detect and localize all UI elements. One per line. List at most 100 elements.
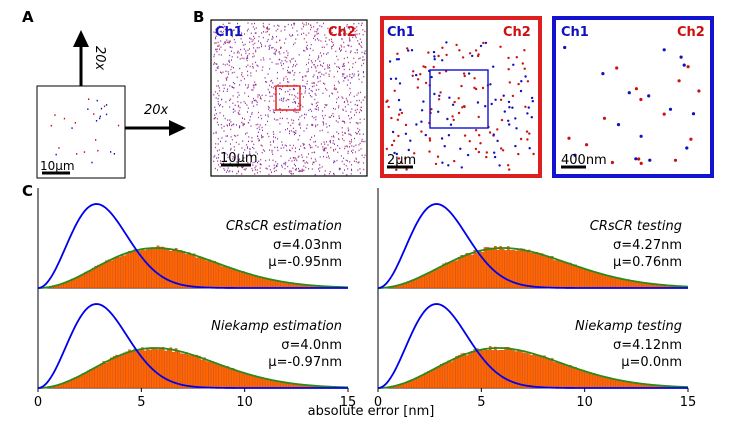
emitter-dot [220,46,222,48]
emitter-dot [393,151,396,155]
emitter-dot [519,137,523,141]
emitter-dot [322,115,324,117]
emitter-dot [322,121,324,123]
emitter-dot [360,106,362,108]
emitter-dot [292,65,294,68]
emitter-dot [351,117,352,119]
histogram-bar [125,351,129,389]
emitter-dot [303,49,305,52]
emitter-dot [217,92,219,95]
emitter-dot [244,123,245,125]
emitter-dot [232,158,234,160]
emitter-dot [289,59,291,62]
histogram-bar [566,366,570,389]
emitter-dot [264,77,266,79]
emitter-dot [249,148,251,151]
emitter-dot [299,71,301,74]
histogram-bar [455,356,458,389]
emitter-dot [221,72,223,74]
emitter-dot [361,46,363,48]
emitter-dot [521,62,524,65]
emitter-dot [338,34,340,36]
emitter-dot [311,151,313,154]
emitter-dot [362,99,364,101]
emitter-dot [286,78,288,80]
emitter-dot [239,106,241,109]
emitter-dot [292,144,294,147]
histogram-bar [141,248,144,289]
emitter-dot [265,114,267,116]
emitter-dot [301,93,303,95]
emitter-dot [218,87,220,89]
emitter-dot [303,169,305,171]
emitter-dot [446,117,449,121]
emitter-dot [305,87,307,90]
emitter-dot [347,152,349,155]
emitter-dot [346,99,348,101]
emitter-dot [295,101,296,103]
emitter-dot [244,92,246,94]
emitter-dot [256,101,258,104]
emitter-dot [353,23,355,25]
histogram-bar [587,270,590,289]
emitter-dot [532,152,535,156]
emitter-dot [301,168,303,170]
histogram-bar [530,355,533,389]
emitter-dot [359,38,361,40]
emitter-dot [686,65,690,69]
histogram-bar [257,276,261,289]
emitter-dot [327,67,329,69]
emitter-dot [247,86,249,88]
emitter-dot [248,53,250,55]
histogram-bar [161,346,165,389]
emitter-dot [317,124,319,126]
emitter-dot [415,123,418,126]
emitter-dot [508,81,511,84]
histogram-bar [278,381,281,389]
emitter-dot [238,104,240,107]
view-1-emitters [213,22,366,176]
emitter-dot [93,113,95,115]
emitter-dot [229,99,231,102]
emitter-dot [311,82,313,84]
emitter-dot [359,118,361,120]
emitter-dot [279,99,281,101]
emitter-dot [507,68,510,71]
emitter-dot [317,81,319,83]
emitter-dot [232,86,233,88]
emitter-dot [316,38,318,40]
emitter-dot [325,123,327,125]
histogram-bar [470,254,474,289]
emitter-dot [258,126,260,128]
emitter-dot [294,131,295,133]
emitter-dot [342,63,344,65]
emitter-dot [284,29,286,31]
emitter-dot [284,162,286,164]
emitter-dot [284,91,286,93]
emitter-dot [58,147,60,149]
histogram-bar [260,276,263,289]
emitter-dot [397,98,401,102]
emitter-dot [317,109,319,111]
emitter-dot [349,40,351,42]
histogram-bar [257,377,261,389]
emitter-dot [322,92,324,94]
emitter-dot [353,57,355,60]
emitter-dot [322,148,324,150]
histogram-bar [509,250,513,289]
panel-a-emitters [50,98,120,164]
emitter-dot [309,95,311,97]
emitter-dot [287,122,289,124]
emitter-dot [355,61,357,64]
emitter-dot [256,169,258,171]
histogram-bar [154,247,157,289]
emitter-dot [217,138,219,140]
histogram-bar [76,376,80,389]
emitter-dot [315,116,317,118]
emitter-dot [311,103,313,106]
emitter-dot [275,50,277,52]
emitter-dot [357,104,359,106]
emitter-dot [339,47,341,49]
emitter-dot [238,113,240,115]
